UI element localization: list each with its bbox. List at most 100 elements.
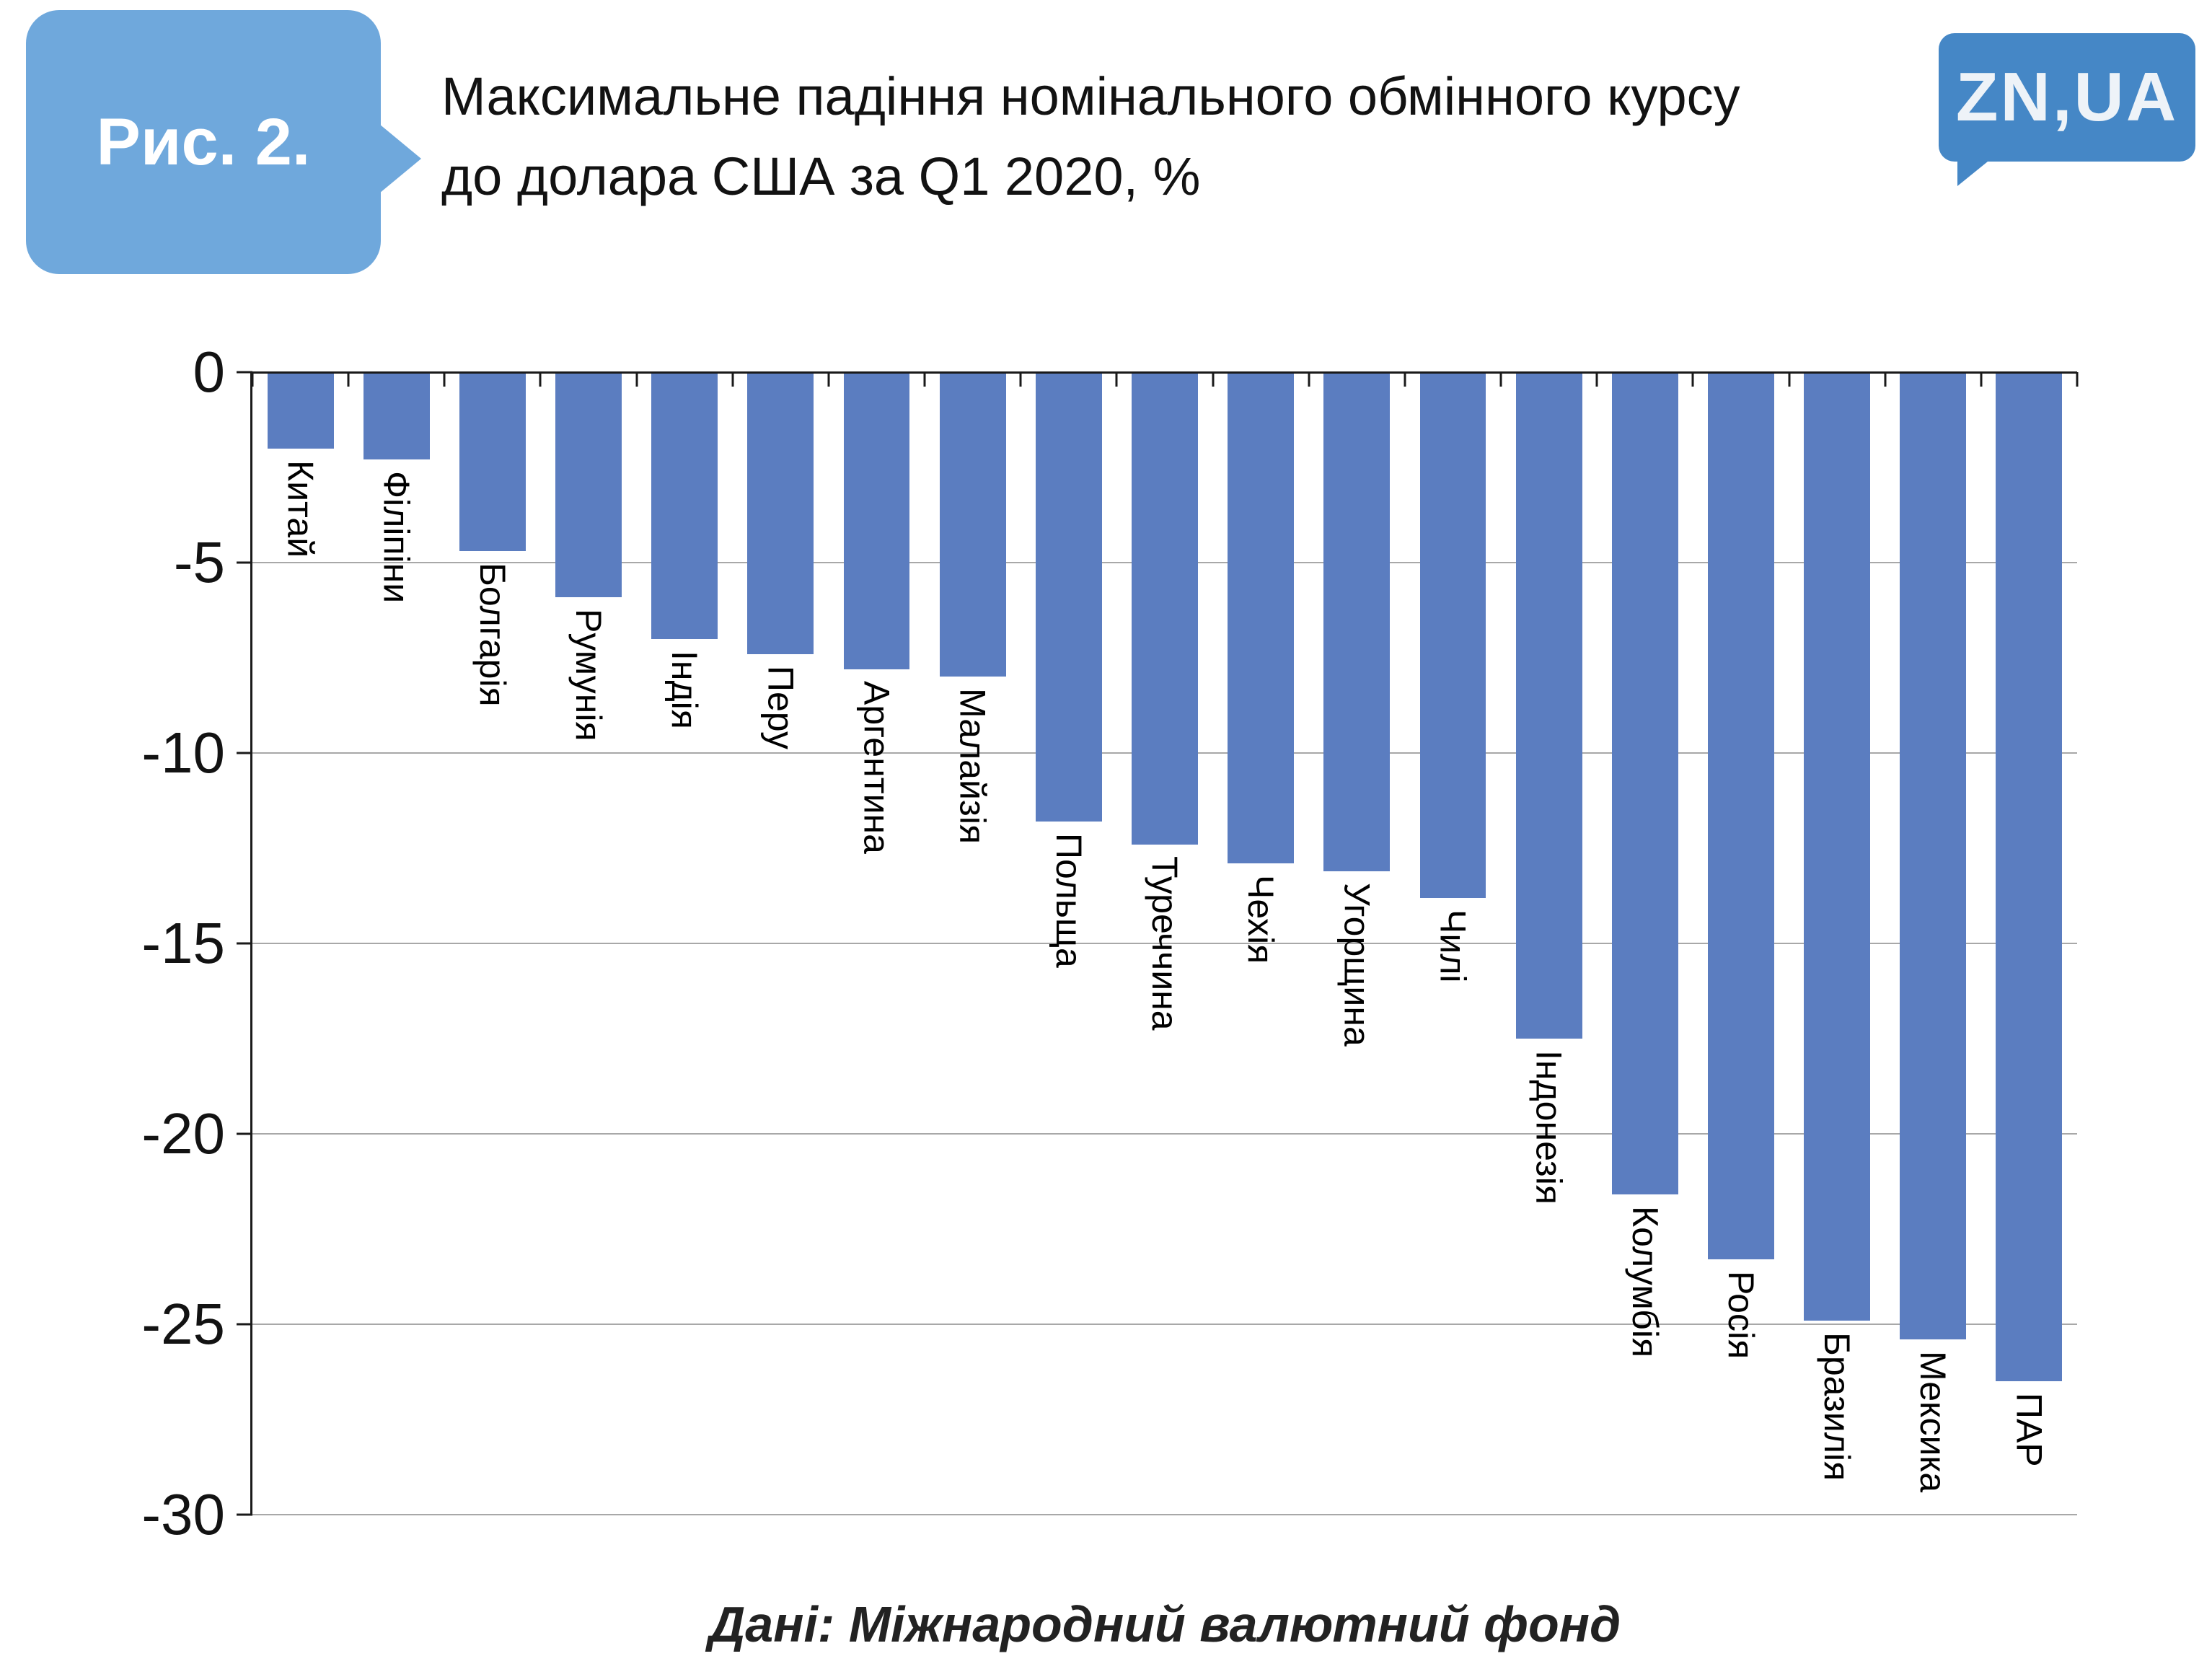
bar: [555, 372, 622, 597]
gridline: [252, 943, 2077, 944]
x-axis-tick: [251, 372, 254, 387]
bar: [843, 372, 910, 669]
y-axis-tick: [237, 1323, 252, 1326]
bar-cell: Болгарія: [444, 372, 540, 1515]
category-label: Росія: [1720, 1271, 1761, 1360]
gridline: [252, 1132, 2077, 1135]
bar: [747, 372, 814, 654]
bar-cell: Філіпіни: [348, 372, 444, 1515]
category-label: ПАР: [2009, 1393, 2050, 1467]
bar-cell: Малайзія: [925, 372, 1021, 1515]
x-axis-tick: [2076, 372, 2079, 387]
y-axis-tick-label: -15: [141, 911, 225, 975]
x-axis-tick: [1980, 372, 1983, 387]
bar-cell: Чехія: [1213, 372, 1309, 1515]
bar-cell: Індія: [637, 372, 733, 1515]
y-axis-tick-label: 0: [193, 340, 226, 404]
y-axis-tick: [237, 1513, 252, 1516]
plot-area: Китай Філіпіни Болгарія Румунія Індія Перу Арг…: [237, 371, 2079, 1516]
source-caption: Дані: Міжнародний валютний фонд: [708, 1596, 1621, 1652]
y-axis-tick-label: -30: [141, 1482, 225, 1546]
chart-title-line2: до долара США за Q1 2020, %: [441, 146, 1201, 206]
bar-cell: Туреччина: [1116, 372, 1212, 1515]
y-axis-tick-label: -10: [141, 720, 225, 785]
znua-logo: ZN,UA: [1939, 33, 2195, 186]
y-axis-tick: [237, 752, 252, 754]
category-label: Угорщина: [1336, 882, 1378, 1047]
x-axis-tick: [347, 372, 350, 387]
bar-cell: Колумбія: [1597, 372, 1693, 1515]
znua-logo-text: ZN,UA: [1955, 58, 2179, 136]
chart-title: Максимальне падіння номінального обмінно…: [441, 56, 1740, 216]
y-axis-tick: [237, 942, 252, 945]
bar: [1132, 372, 1198, 845]
bar: [1611, 372, 1678, 1195]
x-axis-tick: [731, 372, 734, 387]
x-axis-tick: [1212, 372, 1215, 387]
x-axis-tick: [1499, 372, 1502, 387]
bar: [1419, 372, 1486, 898]
x-axis-line: [250, 371, 2077, 374]
category-label: Малайзія: [952, 688, 993, 845]
x-axis-tick: [923, 372, 926, 387]
category-label: Індія: [664, 650, 705, 729]
bar: [1323, 372, 1391, 871]
badge-arrow-icon: [379, 124, 421, 193]
category-label: Колумбія: [1624, 1206, 1665, 1358]
category-label: Індонезія: [1528, 1050, 1569, 1205]
x-axis-tick: [1788, 372, 1791, 387]
x-axis-tick: [1595, 372, 1598, 387]
x-axis-tick: [1404, 372, 1406, 387]
bar-cell: Чилі: [1405, 372, 1501, 1515]
category-label: Перу: [760, 665, 801, 749]
bar: [363, 372, 430, 460]
bar: [1228, 372, 1295, 864]
x-axis-tick: [1019, 372, 1022, 387]
y-axis-tick-label: -25: [141, 1292, 225, 1356]
figure-badge: Рис. 2.: [26, 10, 421, 274]
category-label: Польща: [1048, 833, 1089, 968]
category-label: Румунія: [568, 608, 609, 741]
bar-cell: Китай: [252, 372, 348, 1515]
bars-row: Китай Філіпіни Болгарія Румунія Індія Перу Арг…: [252, 372, 2077, 1515]
x-axis-tick: [827, 372, 830, 387]
x-axis-tick: [539, 372, 542, 387]
bar: [459, 372, 526, 552]
x-axis-tick: [1115, 372, 1118, 387]
x-axis-tick: [1308, 372, 1310, 387]
bar-cell: Бразилія: [1789, 372, 1885, 1515]
category-label: Чилі: [1432, 909, 1473, 983]
x-axis-tick: [635, 372, 638, 387]
category-label: Чехія: [1241, 875, 1282, 964]
category-label: Мексика: [1913, 1351, 1954, 1493]
category-label: Філіпіни: [376, 471, 417, 604]
y-axis-tick: [237, 371, 252, 374]
bar-cell: Польща: [1021, 372, 1116, 1515]
gridline: [252, 1324, 2077, 1325]
y-axis-tick: [237, 1132, 252, 1135]
y-axis-tick: [237, 561, 252, 564]
category-label: Бразилія: [1817, 1331, 1858, 1481]
x-axis-tick: [443, 372, 446, 387]
chart-title-line1: Максимальне падіння номінального обмінно…: [441, 66, 1740, 126]
gridline: [252, 1514, 2077, 1515]
bar: [939, 372, 1006, 677]
category-label: Аргентина: [856, 680, 897, 854]
bar: [651, 372, 718, 639]
y-axis-tick-label: -5: [173, 529, 225, 594]
bar: [1804, 372, 1871, 1321]
bar: [1515, 372, 1582, 1039]
bar-cell: Мексика: [1885, 372, 1981, 1515]
bar-cell: Росія: [1693, 372, 1789, 1515]
x-axis-tick: [1884, 372, 1887, 387]
y-axis-tick-label: -20: [141, 1101, 225, 1166]
x-axis-tick: [1691, 372, 1694, 387]
category-label: Туреччина: [1144, 855, 1185, 1031]
bar-cell: Перу: [733, 372, 829, 1515]
figure-label: Рис. 2.: [96, 105, 311, 179]
bar-cell: Аргентина: [829, 372, 925, 1515]
bar-cell: Угорщина: [1309, 372, 1405, 1515]
bar: [1035, 372, 1102, 822]
category-label: Болгарія: [472, 563, 513, 707]
